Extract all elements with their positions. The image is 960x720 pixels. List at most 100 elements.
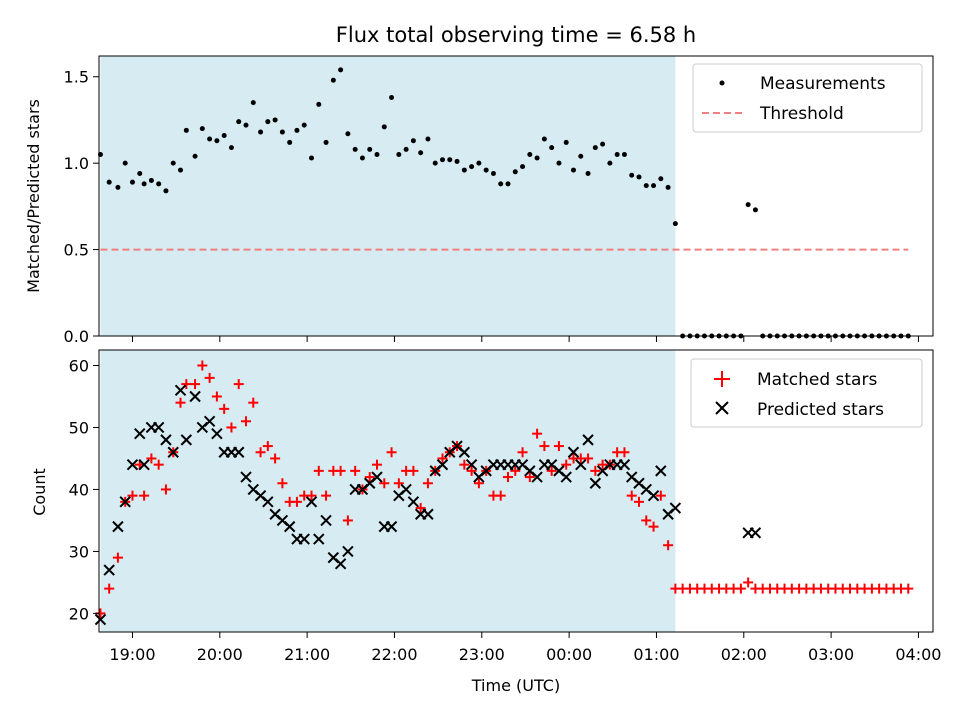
matched-star-point — [255, 447, 266, 458]
predicted-star-point — [262, 496, 274, 508]
legend-measurements-marker — [719, 80, 725, 86]
x-tick-label: 01:00 — [633, 645, 679, 664]
matched-star-point — [139, 490, 150, 501]
top-ylabel: Matched/Predicted stars — [24, 99, 43, 293]
predicted-star-point — [560, 471, 572, 483]
measurement-point — [272, 117, 278, 123]
matched-star-point — [211, 391, 222, 402]
x-tick-label: 22:00 — [371, 645, 417, 664]
matched-star-point — [561, 459, 572, 470]
measurement-point — [556, 160, 562, 166]
matched-star-point — [633, 496, 644, 507]
predicted-star-point — [458, 446, 471, 458]
measurement-point — [122, 160, 128, 166]
predicted-star-point — [669, 502, 682, 514]
predicted-star-point — [575, 458, 587, 471]
legend-matched-label: Matched stars — [757, 370, 877, 390]
x-tick-label: 19:00 — [109, 645, 155, 664]
measurement-point — [425, 136, 431, 142]
matched-star-point — [648, 521, 659, 532]
predicted-star-point — [618, 458, 631, 471]
predicted-star-point — [334, 558, 347, 570]
bottom-xlabel: Time (UTC) — [471, 676, 560, 695]
measurement-point — [129, 179, 135, 185]
measurement-point — [309, 155, 315, 161]
matched-star-point — [524, 472, 535, 483]
measurement-point — [221, 133, 227, 139]
top-legend: Measurements Threshold — [692, 63, 923, 133]
matched-star-point — [655, 490, 666, 501]
measurement-point — [658, 176, 664, 182]
matched-star-point — [495, 490, 506, 501]
legend-matched-marker — [714, 371, 730, 387]
predicted-star-point — [174, 384, 187, 396]
measurement-point — [621, 152, 627, 158]
matched-star-point — [437, 453, 448, 464]
predicted-star-point — [531, 471, 543, 483]
matched-star-point — [153, 459, 164, 470]
matched-star-point — [313, 465, 324, 476]
y-tick-label: 50 — [69, 418, 89, 437]
measurement-point — [367, 146, 373, 152]
matched-star-point — [583, 453, 594, 464]
predicted-star-point — [465, 458, 478, 471]
top-panel-frame — [98, 55, 934, 337]
legend-measurements-label: Measurements — [760, 74, 886, 94]
measurement-point — [137, 171, 143, 177]
predicted-star-point — [94, 613, 107, 626]
matched-star-point — [619, 447, 630, 458]
measurement-point — [199, 126, 205, 132]
predicted-star-point — [233, 446, 245, 458]
matched-star-point — [459, 459, 470, 470]
predicted-star-point — [655, 465, 667, 477]
top-panel-shaded-interval — [100, 56, 676, 336]
y-tick-label: 20 — [69, 604, 89, 623]
measurement-point — [115, 184, 121, 190]
matched-star-point — [415, 503, 426, 514]
legend-predicted-marker — [715, 401, 729, 415]
measurement-point — [183, 127, 189, 133]
y-tick-label: 60 — [69, 356, 89, 375]
matched-star-point — [190, 379, 201, 390]
matched-star-point — [502, 472, 513, 483]
measurement-point — [752, 207, 758, 213]
measurement-point — [141, 181, 147, 187]
y-tick-label: 1.0 — [64, 154, 89, 173]
matched-star-point — [175, 397, 186, 408]
measurement-point — [156, 181, 162, 187]
matched-star-point — [321, 490, 332, 501]
measurement-point — [178, 167, 184, 173]
matched-star-point — [590, 465, 601, 476]
measurement-point — [410, 138, 416, 144]
measurement-point — [359, 155, 365, 161]
matched-star-point — [219, 403, 230, 414]
bottom-panel-frame — [98, 349, 934, 633]
matched-star-point — [181, 379, 192, 390]
measurement-point — [207, 136, 213, 142]
predicted-star-point — [385, 520, 398, 533]
matched-star-point — [372, 459, 382, 470]
measurement-point — [585, 171, 591, 177]
matched-star-point — [473, 478, 484, 489]
measurement-point — [461, 167, 467, 173]
predicted-star-point — [119, 496, 131, 508]
measurement-point — [549, 145, 555, 151]
matched-star-point — [233, 379, 244, 390]
y-tick-label: 0.5 — [64, 241, 89, 260]
measurement-point — [563, 139, 569, 145]
measurement-point — [163, 188, 169, 194]
bottom-panel: 20 30 40 50 60 19:00 20:00 21:00 22:00 23:00 00:0… — [30, 349, 941, 695]
measurement-point — [316, 101, 322, 107]
predicted-star-point — [103, 564, 115, 576]
measurement-point — [418, 150, 424, 156]
measurement-point — [381, 124, 387, 130]
predicted-star-point — [203, 415, 216, 427]
matched-star-point — [277, 478, 288, 489]
predicted-star-point — [371, 471, 383, 483]
legend-predicted-label: Predicted stars — [757, 400, 884, 420]
matched-star-point — [204, 372, 215, 383]
measurement-point — [636, 174, 642, 180]
predicted-star-point — [298, 533, 310, 545]
measurement-point — [469, 164, 475, 170]
